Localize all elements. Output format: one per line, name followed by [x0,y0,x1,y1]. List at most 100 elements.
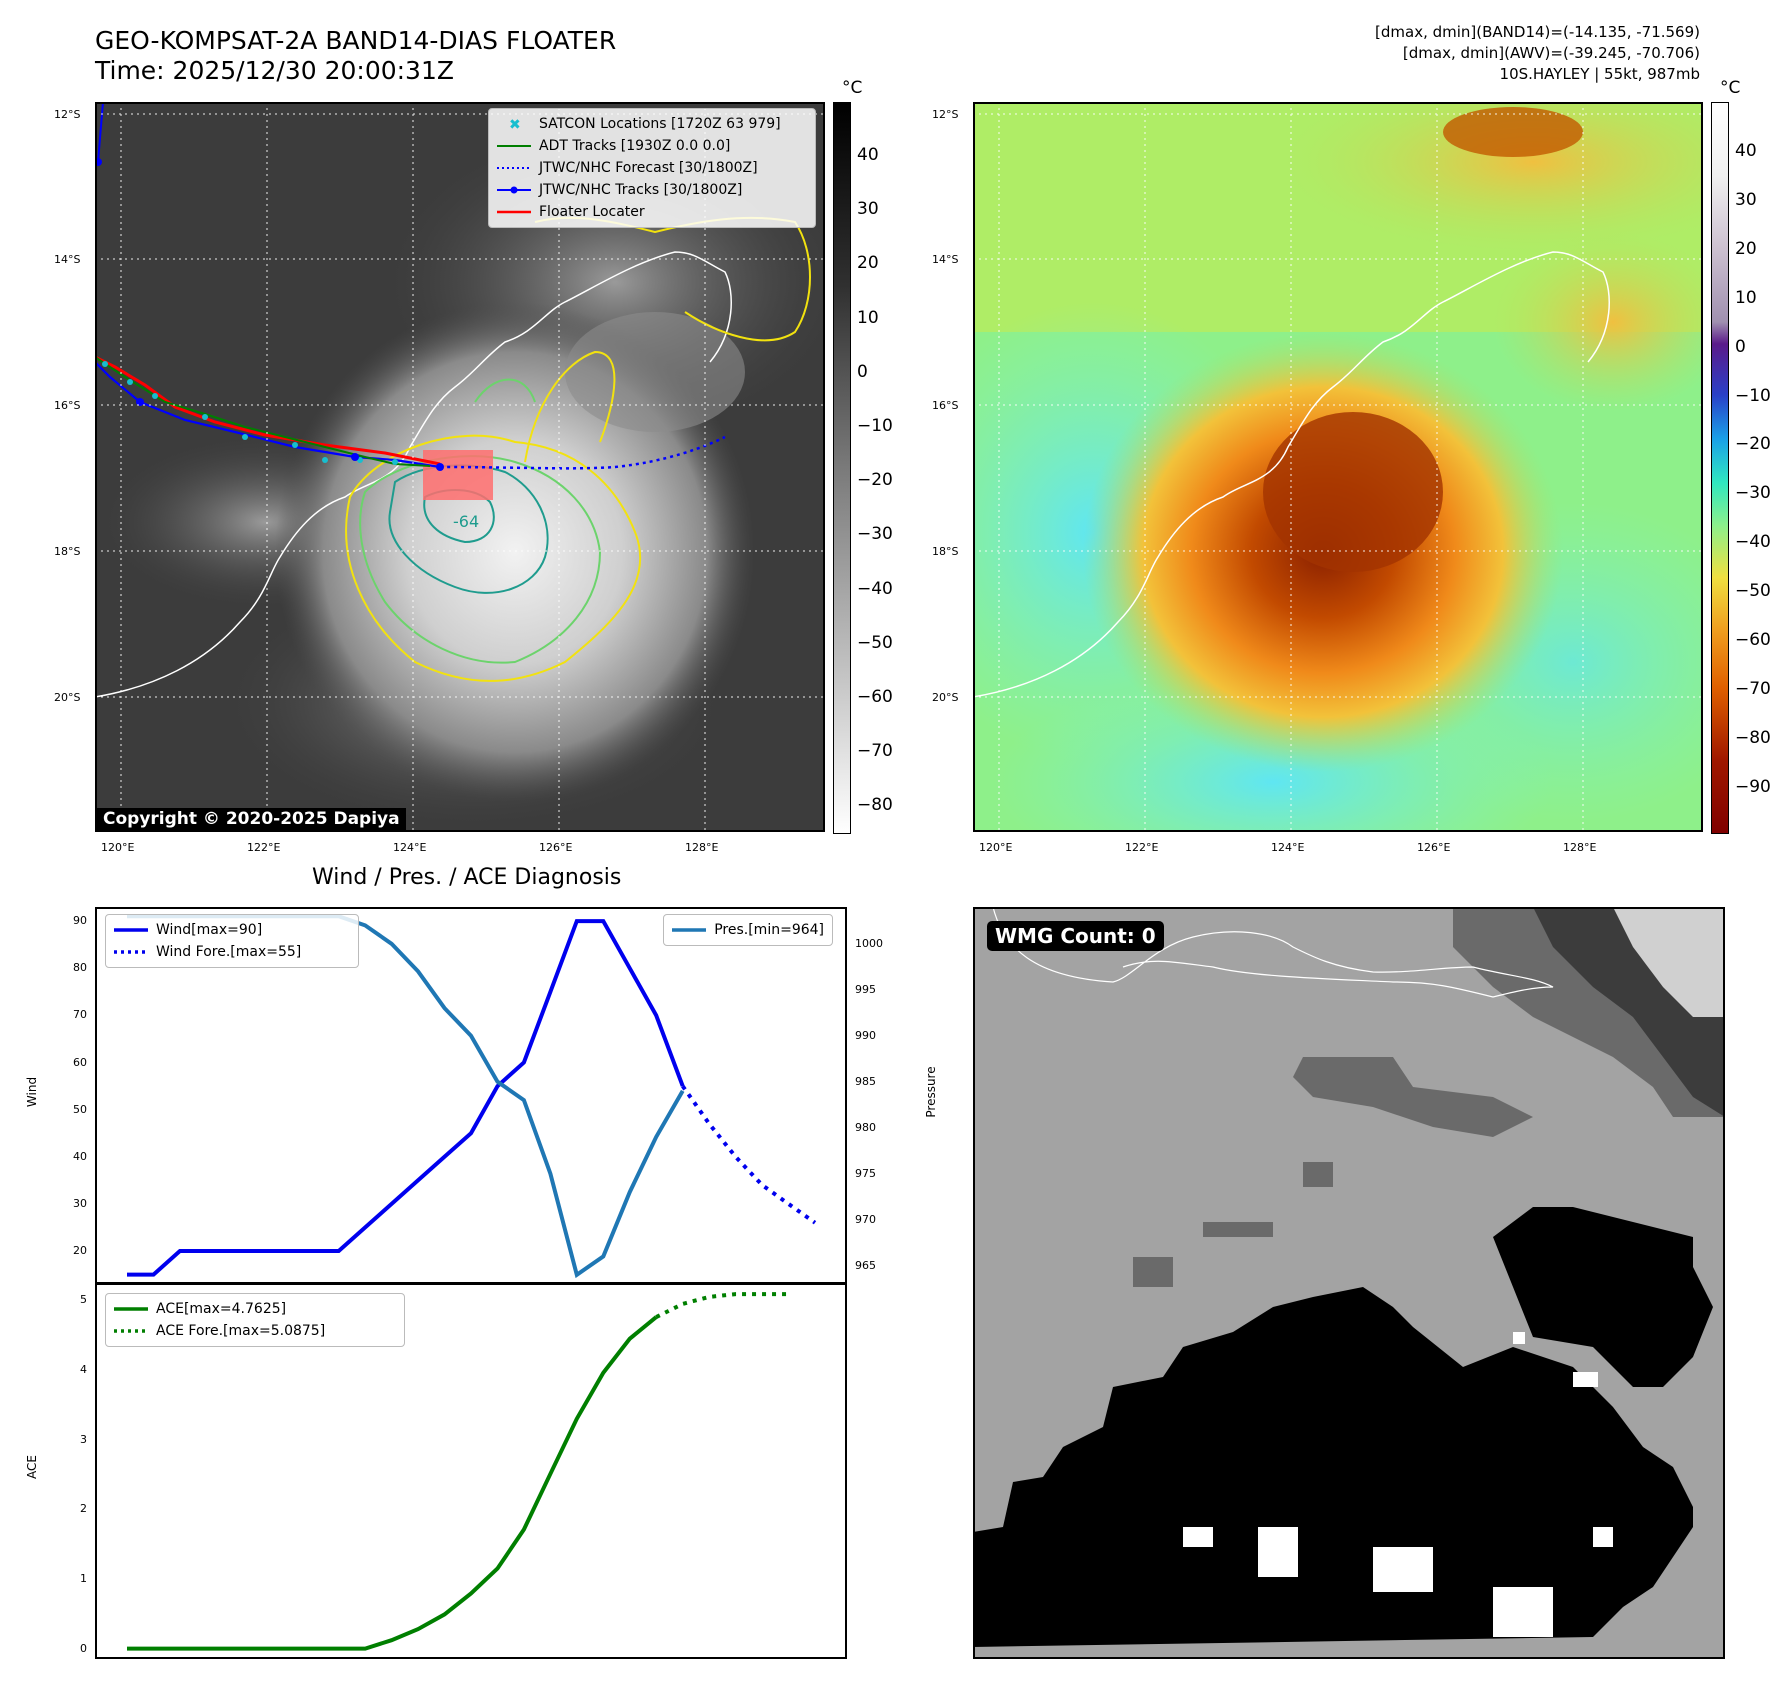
pressure-axis-tick: 995 [855,982,876,996]
pressure-legend: Pres.[min=964] [663,914,833,946]
best-track [94,361,441,469]
awv-gridlines [973,102,1703,832]
forecast-track [439,435,726,470]
figure-time: Time: 2025/12/30 20:00:31Z [95,56,454,85]
wmg-count-badge: WMG Count: 0 [987,921,1164,951]
pressure-line [127,914,685,1279]
awv-colorbar-tick: 30 [1735,189,1757,210]
pressure-axis-tick: 1000 [855,936,883,950]
ir-lon-label-126: 126°E [539,841,573,854]
ir-colorbar-tick: 20 [857,253,879,274]
pressure-axis-tick: 975 [855,1166,876,1180]
copyright: Copyright © 2020-2025 Dapiya [97,808,406,830]
legend-wind-fore-label: Wind Fore.[max=55] [156,944,302,960]
legend-tracks: JTWC/NHC Tracks [30/1800Z] [497,179,807,201]
legend-tracks-label: JTWC/NHC Tracks [30/1800Z] [539,182,743,198]
awv-lon-label-126: 126°E [1417,841,1451,854]
awv-lat-label-20: 20°S [932,691,959,704]
ir-colorbar [833,102,851,834]
wind-line [127,919,685,1277]
ir-lon-label-128: 128°E [685,841,719,854]
ace-axis-tick: 3 [80,1432,87,1446]
adt-track [94,356,431,467]
wind-axis-tick: 20 [73,1244,87,1257]
diagnosis-title: Wind / Pres. / ACE Diagnosis [312,865,622,890]
ir-colorbar-tick: −10 [857,416,893,436]
legend-floater: Floater Locater [497,201,807,223]
ir-colorbar-tick: −40 [857,578,893,599]
legend-ace-fore-label: ACE Fore.[max=5.0875] [156,1323,326,1339]
ace-legend: ACE[max=4.7625] ACE Fore.[max=5.0875] [105,1293,405,1347]
awv-colorbar-tick: −40 [1735,532,1771,553]
ir-lat-label-20: 20°S [54,691,81,704]
ace-axis-label: ACE [25,1455,39,1479]
legend-ace-fore: ACE Fore.[max=5.0875] [114,1320,396,1342]
ir-lat-label-18: 18°S [54,545,81,558]
info-storm: 10S.HAYLEY | 55kt, 987mb [1499,65,1700,83]
ir-colorbar-tick: −20 [857,470,893,491]
awv-colorbar-tick: −80 [1735,727,1771,748]
awv-colorbar-tick: −10 [1735,385,1771,406]
awv-colorbar-tick: −20 [1735,434,1771,455]
ir-colorbar-unit: °C [842,78,863,98]
wind-axis-tick: 40 [73,1149,87,1163]
ir-lat-label-14: 14°S [54,253,81,266]
legend-floater-label: Floater Locater [539,204,645,220]
ace-axis-tick: 5 [80,1293,87,1307]
contour-yellow [345,434,642,682]
ir-lon-label-122: 122°E [247,841,281,854]
awv-lon-label-128: 128°E [1563,841,1597,854]
wind-axis-label: Wind [25,1076,39,1108]
awv-colorbar-unit: °C [1720,78,1741,98]
ace-panel: ACE[max=4.7625] ACE Fore.[max=5.0875] [95,1283,847,1659]
wind-axis-tick: 60 [73,1055,87,1069]
ir-colorbar-tick: −80 [857,795,893,816]
ir-colorbar-tick: 40 [857,145,879,165]
pressure-axis-tick: 985 [855,1074,876,1088]
ir-colorbar-tick: −50 [857,632,893,653]
pressure-axis-label: Pressure [924,1066,938,1118]
awv-satellite-map [893,72,1783,892]
ace-chart [95,1283,847,1659]
legend-wind-fore: Wind Fore.[max=55] [114,941,350,963]
awv-colorbar-tick: −30 [1735,483,1771,504]
ir-lon-label-124: 124°E [393,841,427,854]
awv-colorbar-tick: −60 [1735,630,1771,650]
wind-pressure-panel: Wind[max=90] Wind Fore.[max=55] Pres.[mi… [95,907,847,1284]
ace-axis-tick: 0 [80,1641,87,1655]
ace-axis-tick: 2 [80,1502,87,1516]
ir-colorbar-tick: 0 [857,361,868,382]
ir-colorbar-tick: −60 [857,687,893,707]
ir-lon-label-120: 120°E [101,841,135,854]
awv-colorbar-tick: −70 [1735,678,1771,699]
pressure-axis-tick: 990 [855,1028,876,1042]
ir-colorbar-tick: −70 [857,741,893,762]
wind-forecast-line [681,1084,817,1225]
awv-colorbar [1711,102,1729,834]
awv-lat-label-14: 14°S [932,253,959,266]
wind-axis-tick: 90 [73,914,87,928]
info-band14: [dmax, dmin](BAND14)=(-14.135, -71.569) [1375,23,1700,41]
legend-pressure-label: Pres.[min=964] [714,922,824,938]
awv-colorbar-tick: 0 [1735,336,1746,357]
legend-wind-label: Wind[max=90] [156,922,263,938]
ir-colorbar-tick: −30 [857,524,893,545]
awv-colorbar-tick: 10 [1735,287,1757,308]
legend-forecast: JTWC/NHC Forecast [30/1800Z] [497,157,807,179]
legend-satcon-label: SATCON Locations [1720Z 63 979] [539,116,781,132]
wind-axis-tick: 50 [73,1102,87,1116]
ace-line [127,1315,658,1651]
pressure-axis-tick: 965 [855,1258,876,1272]
legend-adt-label: ADT Tracks [1930Z 0.0 0.0] [539,138,731,154]
awv-colorbar-tick: 40 [1735,141,1757,161]
ace-forecast-line [655,1292,789,1319]
wind-axis-tick: 80 [73,961,87,975]
ir-lat-label-16: 16°S [54,399,81,412]
floater-box [423,450,493,500]
wmg-panel: WMG Count: 0 [973,906,1725,1659]
coastline [94,251,732,698]
wind-legend: Wind[max=90] Wind Fore.[max=55] [105,914,359,968]
satcon-markers [102,361,398,465]
awv-colorbar-tick: 20 [1735,238,1757,259]
figure-title: GEO-KOMPSAT-2A BAND14-DIAS FLOATER [95,26,617,55]
